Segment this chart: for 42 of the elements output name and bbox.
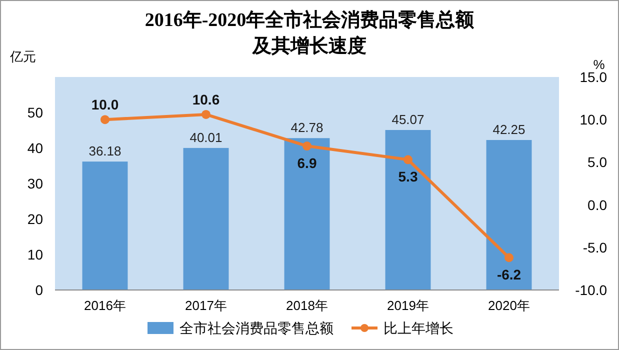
data-label: -6.2 — [496, 266, 522, 283]
x-tick-label: 2019年 — [387, 298, 429, 313]
legend-label: 全市社会消费品零售总额 — [180, 320, 334, 336]
data-label: 10.0 — [91, 96, 119, 113]
data-label: 40.01 — [190, 130, 222, 145]
point — [202, 110, 210, 119]
x-tick-label: 2020年 — [488, 298, 530, 313]
y-tick-label: 20 — [27, 211, 44, 227]
y-tick-label: 10 — [27, 246, 44, 262]
y-tick-label: 50 — [27, 104, 44, 120]
x-tick-label: 2017年 — [185, 298, 227, 313]
point — [302, 142, 312, 151]
point — [404, 155, 412, 164]
data-label: 10.6 — [192, 91, 220, 108]
y2-tick-label: 15.0 — [580, 69, 608, 85]
data-label: 42.78 — [290, 120, 324, 136]
bar — [486, 140, 532, 290]
y-tick-label: 40 — [27, 140, 44, 156]
y2-tick-label: -10.0 — [575, 282, 608, 298]
y2-tick-label: -5.0 — [582, 239, 608, 256]
y2-tick-label: 0.0 — [588, 196, 608, 213]
bar — [284, 138, 330, 290]
data-label: 36.18 — [88, 144, 122, 159]
y-tick-label: 30 — [27, 176, 44, 192]
y2-axis-title: % — [593, 57, 606, 72]
bar — [82, 162, 128, 290]
data-label: 6.9 — [297, 155, 317, 172]
y2-tick-label: 10.0 — [580, 112, 608, 128]
y2-tick-label: 5.0 — [588, 154, 608, 170]
point — [100, 115, 110, 124]
x-tick-label: 2016年 — [84, 298, 126, 313]
y-tick-label: 0 — [35, 282, 44, 298]
data-label: 5.3 — [398, 168, 418, 185]
bar — [183, 148, 229, 290]
y-axis-title: 亿元 — [9, 49, 36, 64]
data-label: 45.07 — [392, 112, 424, 127]
chart-title: 2016年-2020年全市社会消费品零售总额及其增长速度 — [144, 9, 476, 57]
data-label: 42.25 — [492, 122, 526, 138]
legend-label: 比上年增长 — [384, 320, 454, 336]
bar — [385, 130, 431, 290]
x-tick-label: 2018年 — [286, 298, 328, 313]
point — [504, 253, 514, 262]
